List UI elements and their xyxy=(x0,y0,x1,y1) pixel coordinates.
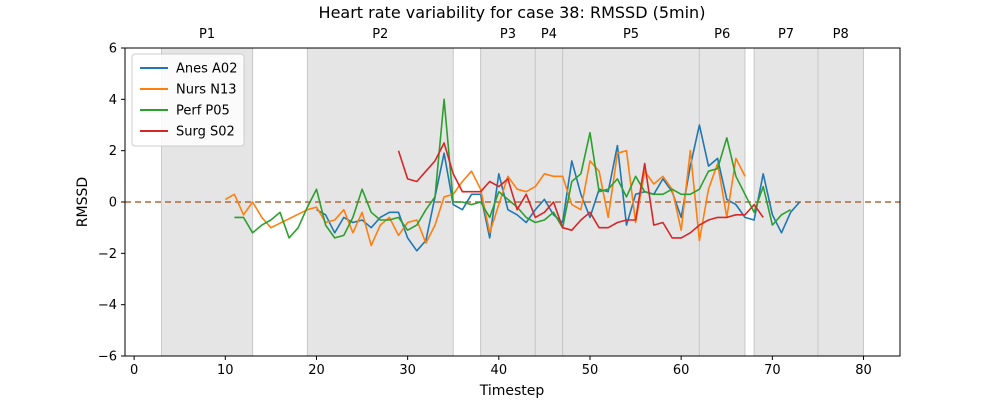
y-axis-label: RMSSD xyxy=(75,177,91,227)
phase-label-p6: P6 xyxy=(714,27,730,42)
x-tick-label: 10 xyxy=(217,363,234,378)
y-tick-label: 0 xyxy=(109,196,117,211)
legend-label-nurs-n13: Nurs N13 xyxy=(176,83,236,98)
y-tick-label: −6 xyxy=(98,350,117,365)
x-tick-label: 80 xyxy=(855,363,872,378)
x-tick-label: 50 xyxy=(582,363,599,378)
y-tick-label: −2 xyxy=(98,247,117,262)
legend-label-surg-s02: Surg S02 xyxy=(176,125,235,140)
y-tick-label: 4 xyxy=(109,93,117,108)
phase-label-p5: P5 xyxy=(623,27,639,42)
x-tick-label: 20 xyxy=(308,363,325,378)
x-axis-ticks: 0 10 20 30 40 50 60 70 80 xyxy=(130,356,872,378)
x-axis-label: Timestep xyxy=(479,383,545,399)
series-line-nurs-n13 xyxy=(224,149,746,247)
chart-title: Heart rate variability for case 38: RMSS… xyxy=(319,3,706,22)
phase-label-p3: P3 xyxy=(500,27,516,42)
series-line-perf-p05 xyxy=(234,98,791,239)
phase-label-p1: P1 xyxy=(199,27,215,42)
phase-label-p7: P7 xyxy=(778,27,794,42)
legend-label-anes-a02: Anes A02 xyxy=(176,62,237,77)
y-axis-ticks: −6 −4 −2 0 2 4 6 xyxy=(98,42,125,365)
x-tick-label: 30 xyxy=(399,363,416,378)
phase-label-p4: P4 xyxy=(541,27,557,42)
x-tick-label: 60 xyxy=(673,363,690,378)
phase-labels: P1 P2 P3 P4 P5 P6 P7 P8 xyxy=(199,27,849,42)
series-line-surg-s02 xyxy=(397,142,764,239)
phase-label-p2: P2 xyxy=(372,27,388,42)
x-tick-label: 40 xyxy=(491,363,508,378)
y-tick-label: 6 xyxy=(109,42,117,57)
y-tick-label: −4 xyxy=(98,298,117,313)
phase-label-p8: P8 xyxy=(833,27,849,42)
series-lines xyxy=(224,98,801,252)
legend: Anes A02 Nurs N13 Perf P05 Surg S02 xyxy=(131,53,245,147)
legend-box xyxy=(131,53,245,147)
y-tick-label: 2 xyxy=(109,144,117,159)
x-tick-label: 70 xyxy=(764,363,781,378)
x-tick-label: 0 xyxy=(130,363,138,378)
legend-label-perf-p05: Perf P05 xyxy=(176,104,230,119)
